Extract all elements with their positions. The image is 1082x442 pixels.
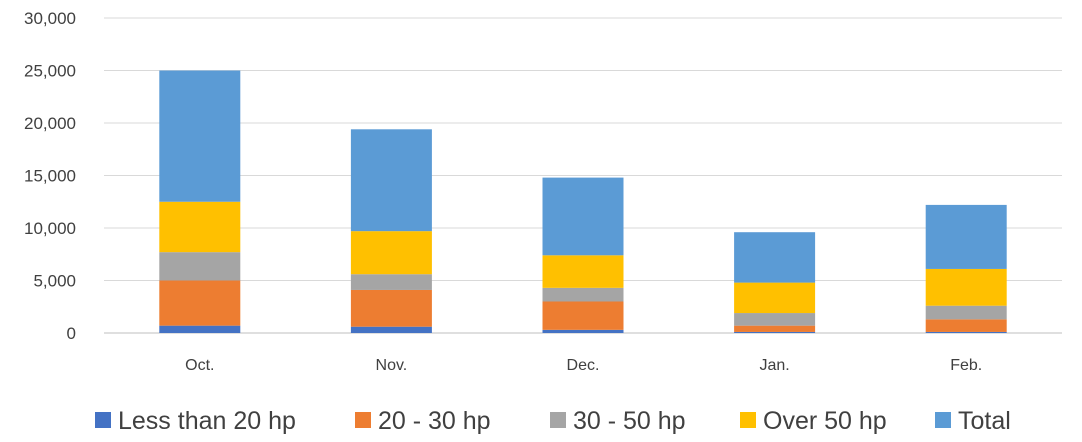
legend-swatch — [935, 412, 951, 428]
bar-segment — [542, 255, 624, 288]
bar-segment — [159, 201, 241, 253]
bar-segment — [159, 70, 241, 202]
legend-label: Over 50 hp — [763, 407, 887, 435]
legend-swatch — [740, 412, 756, 428]
bar-segment — [925, 319, 1007, 332]
x-tick-label: Nov. — [376, 357, 408, 374]
x-tick-label: Jan. — [759, 357, 789, 374]
bar-segment — [734, 282, 816, 314]
bar-segment — [734, 331, 816, 333]
legend: Less than 20 hp 20 - 30 hp 30 - 50 hp Over … — [95, 407, 1011, 435]
x-tick-label: Dec. — [567, 357, 600, 374]
x-axis-ticks: Oct. Nov. Dec. Jan. Feb. — [185, 357, 982, 374]
bar-segment — [350, 289, 432, 327]
y-tick-label: 10,000 — [24, 219, 76, 238]
bar-segment — [350, 231, 432, 275]
bar-segment — [159, 252, 241, 281]
bar-segment — [159, 280, 241, 326]
bar-segment — [350, 274, 432, 290]
legend-label: Less than 20 hp — [118, 407, 296, 435]
bar-segment — [542, 329, 624, 333]
legend-swatch — [355, 412, 371, 428]
y-tick-label: 30,000 — [24, 9, 76, 28]
bar-segment — [734, 232, 816, 283]
legend-swatch — [550, 412, 566, 428]
y-tick-label: 20,000 — [24, 114, 76, 133]
bars — [159, 70, 1007, 333]
bar-segment — [542, 177, 624, 256]
bar-segment — [542, 301, 624, 330]
bar-segment — [734, 313, 816, 326]
y-tick-label: 25,000 — [24, 62, 76, 81]
bar-segment — [350, 129, 432, 232]
y-tick-label: 15,000 — [24, 167, 76, 186]
x-tick-label: Oct. — [185, 357, 214, 374]
y-tick-label: 5,000 — [33, 272, 76, 291]
bar-segment — [925, 204, 1007, 269]
bar-segment — [350, 326, 432, 333]
legend-label: Total — [958, 407, 1011, 435]
y-tick-label: 0 — [67, 324, 76, 343]
bar-segment — [734, 325, 816, 332]
bar-segment — [159, 325, 241, 333]
bar-segment — [542, 287, 624, 302]
legend-label: 30 - 50 hp — [573, 407, 686, 435]
bar-segment — [925, 331, 1007, 333]
bar-segment — [925, 305, 1007, 320]
x-tick-label: Feb. — [950, 357, 982, 374]
y-axis-ticks: 0 5,000 10,000 15,000 20,000 25,000 30,000 — [24, 9, 76, 343]
legend-swatch — [95, 412, 111, 428]
bar-segment — [925, 268, 1007, 306]
legend-label: 20 - 30 hp — [378, 407, 491, 435]
